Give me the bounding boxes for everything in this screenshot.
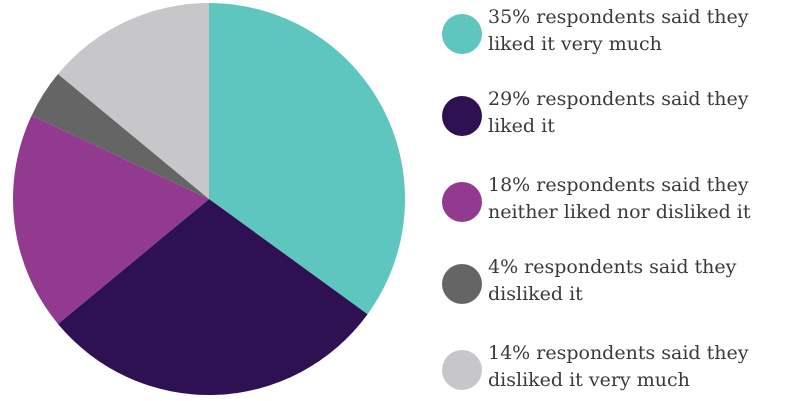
legend-label-line: 35% respondents said they bbox=[488, 6, 749, 28]
legend-swatch bbox=[442, 350, 482, 390]
legend-label-line: liked it bbox=[488, 115, 555, 137]
legend: 35% respondents said they liked it very … bbox=[440, 0, 806, 401]
legend-swatch bbox=[442, 96, 482, 136]
pie-slice-liked bbox=[57, 199, 368, 396]
pie-slice-disliked-very-much bbox=[57, 3, 210, 199]
legend-label: 35% respondents said they liked it very … bbox=[488, 4, 806, 58]
legend-label-line: neither liked nor disliked it bbox=[488, 201, 751, 223]
legend-label-line: 29% respondents said they bbox=[488, 88, 749, 110]
legend-label: 29% respondents said they liked it bbox=[488, 86, 806, 140]
legend-label: 18% respondents said they neither liked … bbox=[488, 172, 806, 226]
legend-label-line: 4% respondents said they bbox=[488, 256, 737, 278]
legend-label-line: disliked it very much bbox=[488, 369, 690, 391]
pie-chart bbox=[12, 2, 406, 396]
legend-label: 4% respondents said they disliked it bbox=[488, 254, 806, 308]
legend-item-neither: 18% respondents said they neither liked … bbox=[440, 168, 806, 228]
legend-item-liked: 29% respondents said they liked it bbox=[440, 82, 806, 142]
legend-label-line: 14% respondents said they bbox=[488, 342, 749, 364]
legend-swatch bbox=[442, 182, 482, 222]
legend-swatch bbox=[442, 264, 482, 304]
legend-item-liked-very-much: 35% respondents said they liked it very … bbox=[440, 0, 806, 60]
pie-slice-disliked bbox=[31, 74, 210, 199]
pie-slice-neither bbox=[12, 115, 210, 324]
legend-item-disliked-very-much: 14% respondents said they disliked it ve… bbox=[440, 336, 806, 396]
legend-label-line: liked it very much bbox=[488, 33, 662, 55]
legend-label: 14% respondents said they disliked it ve… bbox=[488, 340, 806, 394]
legend-label-line: 18% respondents said they bbox=[488, 174, 749, 196]
legend-item-disliked: 4% respondents said they disliked it bbox=[440, 250, 806, 310]
legend-label-line: disliked it bbox=[488, 283, 583, 305]
legend-swatch bbox=[442, 14, 482, 54]
pie-slice-liked-very-much bbox=[209, 2, 406, 315]
